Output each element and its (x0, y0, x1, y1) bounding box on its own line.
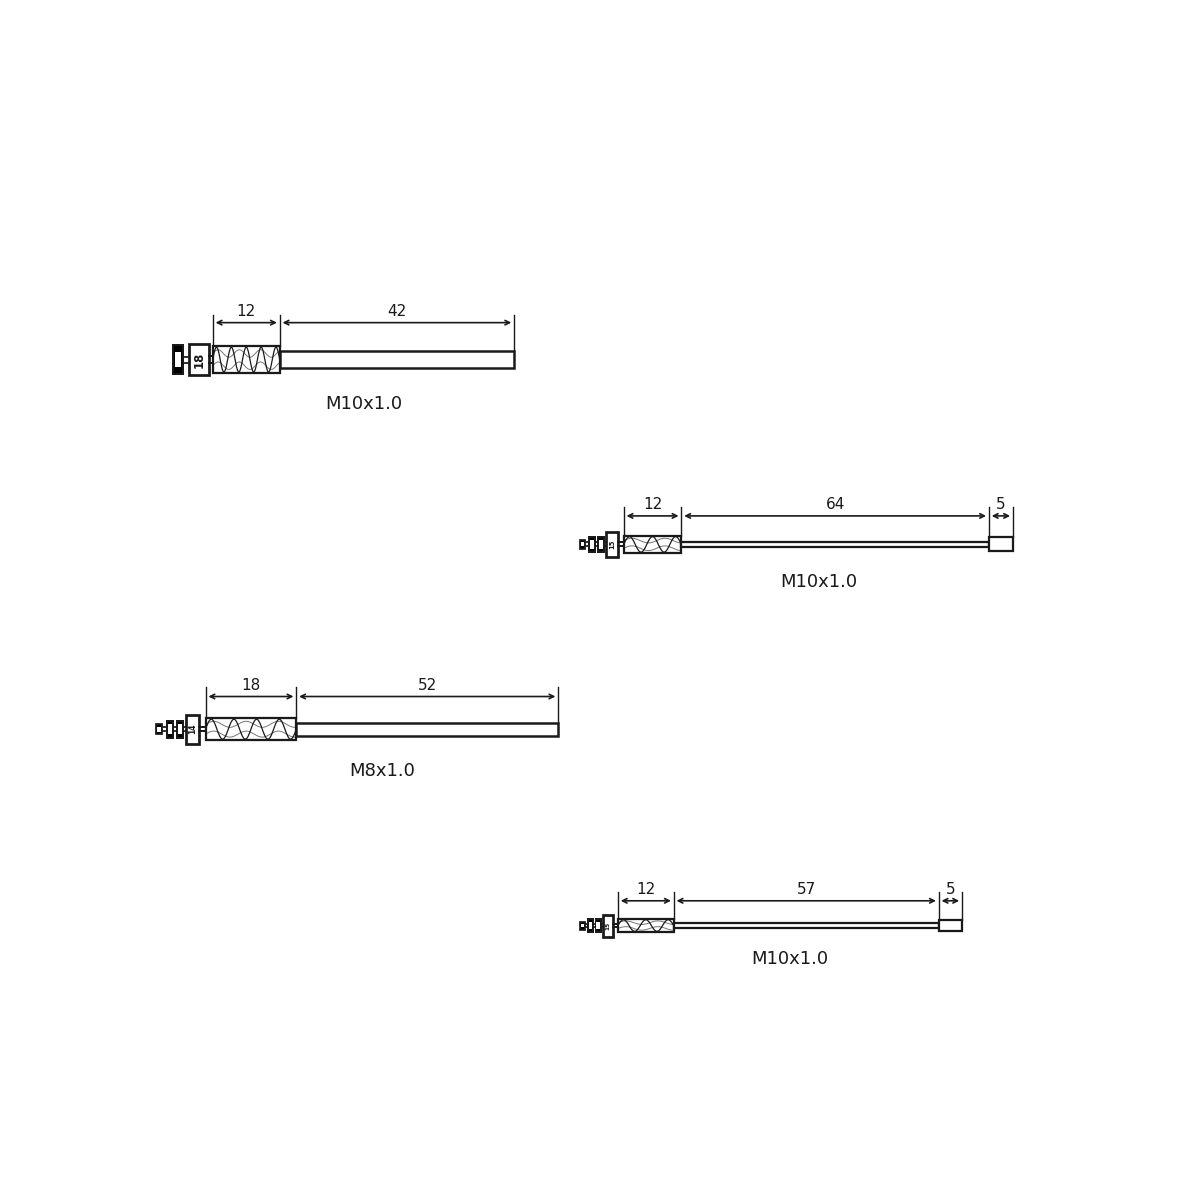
Bar (673, 923, 938, 928)
Bar (588, 919, 593, 932)
Bar (168, 725, 173, 734)
Text: 15: 15 (605, 922, 611, 930)
Bar (590, 540, 594, 548)
Bar (173, 346, 184, 374)
Bar (682, 541, 989, 547)
Text: M10x1.0: M10x1.0 (751, 950, 828, 968)
Text: 18: 18 (241, 678, 260, 692)
Bar (581, 924, 583, 928)
Text: 52: 52 (418, 678, 437, 692)
Bar (589, 536, 595, 552)
Bar (176, 721, 184, 738)
Bar (157, 727, 161, 732)
Bar (167, 721, 173, 738)
Bar (280, 352, 514, 368)
Bar (598, 536, 604, 552)
Bar (186, 715, 199, 744)
Bar (618, 919, 673, 932)
Bar (580, 540, 586, 550)
Text: 64: 64 (826, 497, 845, 512)
Bar (296, 722, 558, 736)
Bar (596, 922, 600, 929)
Text: M8x1.0: M8x1.0 (349, 762, 415, 780)
Bar (580, 922, 584, 930)
Text: 12: 12 (636, 882, 655, 896)
Text: 57: 57 (797, 882, 816, 896)
Bar (175, 352, 181, 367)
Bar (178, 725, 182, 734)
Bar (624, 535, 682, 553)
Bar (581, 542, 584, 546)
Bar (606, 532, 618, 557)
Bar (599, 540, 604, 548)
Bar (938, 920, 962, 931)
Text: 15: 15 (610, 540, 616, 550)
Text: 14: 14 (188, 724, 197, 734)
Bar (156, 724, 162, 734)
Text: 18: 18 (192, 352, 205, 367)
Bar (589, 922, 593, 929)
Bar (602, 914, 613, 936)
Text: M10x1.0: M10x1.0 (780, 572, 857, 590)
Bar (595, 919, 601, 932)
Text: 12: 12 (643, 497, 662, 512)
Bar (188, 344, 209, 374)
Text: 12: 12 (236, 304, 256, 319)
Text: 42: 42 (388, 304, 407, 319)
Text: M10x1.0: M10x1.0 (325, 395, 402, 413)
Bar (212, 346, 280, 373)
Text: 5: 5 (996, 497, 1006, 512)
Bar (205, 718, 296, 740)
Bar (989, 538, 1013, 551)
Text: 5: 5 (946, 882, 955, 896)
